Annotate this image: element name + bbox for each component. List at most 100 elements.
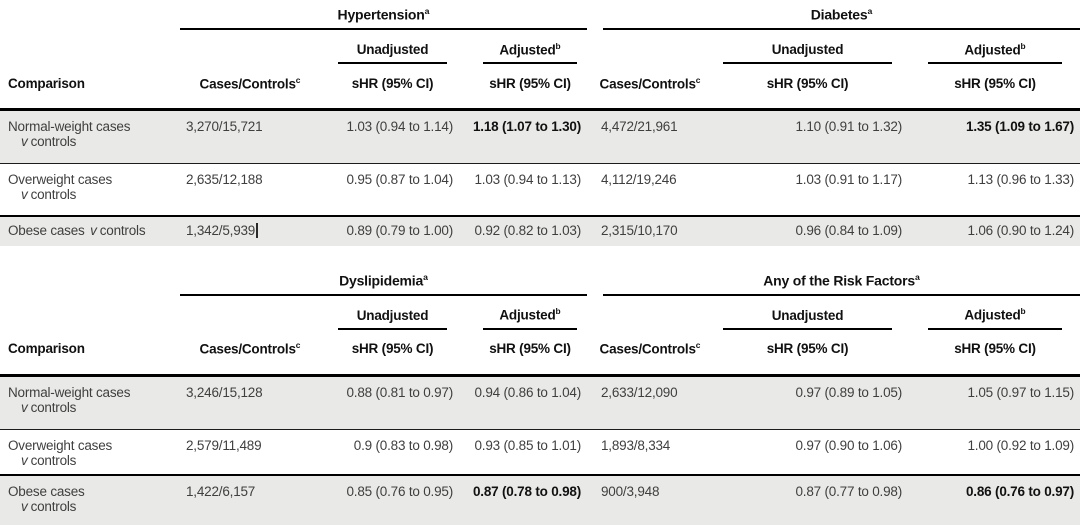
adjusted-shr-cell: 1.05 (0.97 to 1.15) — [910, 375, 1080, 429]
text-cursor — [256, 223, 258, 238]
shr-header: sHR (95% CI) — [705, 330, 910, 376]
unadjusted-shr-cell: 0.97 (0.90 to 1.06) — [705, 429, 910, 475]
spacer-cell — [0, 270, 180, 296]
adjusted-header: Adjustedb — [910, 296, 1080, 330]
condition-header-left: Dyslipidemiaa — [180, 270, 595, 296]
cases-controls-cell: 2,579/11,489 — [180, 429, 320, 475]
cases-controls-cell: 3,270/15,721 — [180, 110, 320, 164]
comparison-header: Comparison — [0, 330, 180, 376]
footnote-sup-c: c — [696, 75, 701, 85]
spacer-cell — [0, 30, 180, 64]
unadjusted-shr-cell: 0.97 (0.89 to 1.05) — [705, 375, 910, 429]
footnote-sup-c: c — [296, 75, 301, 85]
adjustment-header-row: Unadjusted Adjustedb Unadjusted Adjusted… — [0, 296, 1080, 330]
column-header-row: Comparison Cases/Controlsc sHR (95% CI) … — [0, 64, 1080, 110]
condition-spanner-row: Dyslipidemiaa Any of the Risk Factorsa — [0, 270, 1080, 296]
cases-controls-cell: 3,246/15,128 — [180, 375, 320, 429]
adjusted-header: Adjustedb — [465, 296, 595, 330]
footnote-sup-a: a — [423, 272, 428, 282]
adjusted-shr-cell: 0.93 (0.85 to 1.01) — [465, 429, 595, 475]
adjusted-shr-cell: 0.92 (0.82 to 1.03) — [465, 216, 595, 246]
unadjusted-shr-cell: 0.85 (0.76 to 0.95) — [320, 475, 465, 525]
shr-header: sHR (95% CI) — [910, 64, 1080, 110]
cases-controls-cell: 1,422/6,157 — [180, 475, 320, 525]
unadjusted-shr-cell: 0.88 (0.81 to 0.97) — [320, 375, 465, 429]
outcomes-table-hypertension-diabetes: Hypertensiona Diabetesa Unadjusted Adjus… — [0, 4, 1080, 246]
cases-controls-cell: 2,635/12,188 — [180, 164, 320, 216]
outcomes-table-dyslipidemia-anyrisk: Dyslipidemiaa Any of the Risk Factorsa U… — [0, 270, 1080, 525]
adjusted-shr-cell: 1.18 (1.07 to 1.30) — [465, 110, 595, 164]
unadjusted-header: Unadjusted — [320, 296, 465, 330]
spacer-cell — [595, 30, 705, 64]
cases-controls-header: Cases/Controlsc — [180, 64, 320, 110]
cases-controls-cell: 1,342/5,939 — [180, 216, 320, 246]
condition-label: Any of the Risk Factors — [763, 273, 915, 289]
footnote-sup-a: a — [915, 272, 920, 282]
unadjusted-shr-cell: 0.9 (0.83 to 0.98) — [320, 429, 465, 475]
adjusted-shr-cell: 1.06 (0.90 to 1.24) — [910, 216, 1080, 246]
adjusted-shr-cell: 1.13 (0.96 to 1.33) — [910, 164, 1080, 216]
adjusted-header: Adjustedb — [465, 30, 595, 64]
footnote-sup-c: c — [296, 340, 301, 350]
cases-controls-cell: 2,633/12,090 — [595, 375, 705, 429]
cases-controls-cell: 1,893/8,334 — [595, 429, 705, 475]
adjusted-shr-cell: 1.03 (0.94 to 1.13) — [465, 164, 595, 216]
adjusted-shr-cell: 1.35 (1.09 to 1.67) — [910, 110, 1080, 164]
cases-controls-header: Cases/Controlsc — [595, 330, 705, 376]
spacer-cell — [0, 296, 180, 330]
unadjusted-shr-cell: 0.96 (0.84 to 1.09) — [705, 216, 910, 246]
adjusted-shr-cell: 1.00 (0.92 to 1.09) — [910, 429, 1080, 475]
footnote-sup-b: b — [556, 41, 561, 51]
condition-header-left: Hypertensiona — [180, 4, 595, 30]
cases-controls-cell: 4,112/19,246 — [595, 164, 705, 216]
unadjusted-shr-cell: 0.95 (0.87 to 1.04) — [320, 164, 465, 216]
adjusted-shr-cell: 0.86 (0.76 to 0.97) — [910, 475, 1080, 525]
unadjusted-shr-cell: 0.89 (0.79 to 1.00) — [320, 216, 465, 246]
condition-spanner-row: Hypertensiona Diabetesa — [0, 4, 1080, 30]
comparison-header: Comparison — [0, 64, 180, 110]
footnote-sup-b: b — [556, 306, 561, 316]
condition-label: Hypertension — [338, 7, 425, 23]
unadjusted-shr-cell: 1.10 (0.91 to 1.32) — [705, 110, 910, 164]
column-header-row: Comparison Cases/Controlsc sHR (95% CI) … — [0, 330, 1080, 376]
condition-label: Diabetes — [811, 7, 868, 23]
adjustment-header-row: Unadjusted Adjustedb Unadjusted Adjusted… — [0, 30, 1080, 64]
footnote-sup-a: a — [425, 6, 430, 16]
spacer-cell — [180, 30, 320, 64]
footnote-sup-c: c — [696, 340, 701, 350]
footnote-sup-b: b — [1021, 41, 1026, 51]
adjusted-shr-cell: 0.87 (0.78 to 0.98) — [465, 475, 595, 525]
shr-header: sHR (95% CI) — [910, 330, 1080, 376]
adjusted-shr-cell: 0.94 (0.86 to 1.04) — [465, 375, 595, 429]
unadjusted-shr-cell: 1.03 (0.91 to 1.17) — [705, 164, 910, 216]
footnote-sup-b: b — [1021, 306, 1026, 316]
cases-controls-cell: 900/3,948 — [595, 475, 705, 525]
condition-label: Dyslipidemia — [339, 273, 423, 289]
shr-header: sHR (95% CI) — [320, 64, 465, 110]
cases-controls-cell: 2,315/10,170 — [595, 216, 705, 246]
cases-controls-cell: 4,472/21,961 — [595, 110, 705, 164]
unadjusted-header: Unadjusted — [320, 30, 465, 64]
condition-header-right: Any of the Risk Factorsa — [595, 270, 1080, 296]
adjusted-header: Adjustedb — [910, 30, 1080, 64]
spacer-cell — [595, 296, 705, 330]
unadjusted-header: Unadjusted — [705, 30, 910, 64]
shr-header: sHR (95% CI) — [320, 330, 465, 376]
cases-controls-header: Cases/Controlsc — [180, 330, 320, 376]
shr-header: sHR (95% CI) — [465, 64, 595, 110]
condition-header-right: Diabetesa — [595, 4, 1080, 30]
shr-header: sHR (95% CI) — [705, 64, 910, 110]
shr-header: sHR (95% CI) — [465, 330, 595, 376]
spacer-cell — [180, 296, 320, 330]
